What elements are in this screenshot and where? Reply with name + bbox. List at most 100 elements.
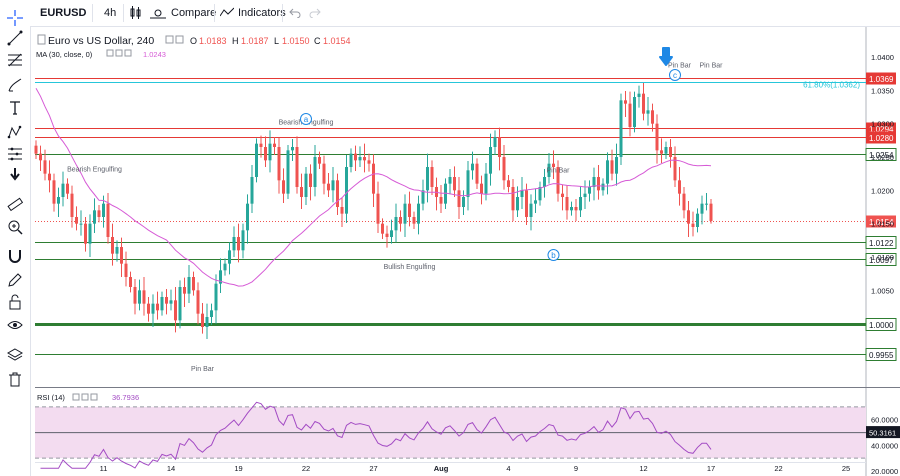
candle-body [138,290,141,304]
candle-body [210,310,213,317]
wave-label-marker [547,249,560,261]
candle-body [187,277,191,294]
candle-body [565,197,569,211]
chart-type-button[interactable] [130,0,142,26]
time-tick-label: 22 [302,464,310,473]
candle-body [322,163,326,184]
candle-body [664,147,668,154]
candle-body [417,203,420,224]
eye-icon [7,321,23,329]
forecast-tool[interactable] [5,144,25,164]
candle-body [448,177,452,184]
arrow-tool[interactable] [5,164,25,184]
rsi-line [40,401,712,469]
redo-icon [309,8,321,18]
fib-level-label: 61.80%(1.0362) [803,81,860,90]
price-tick-label: 1.0200 [871,186,894,195]
trendline-tool[interactable] [5,28,25,48]
compare-icon [150,9,166,19]
pattern-tool[interactable] [5,122,25,142]
candle-body [237,237,240,251]
last-price-badge [866,215,896,228]
chart-title: Euro vs US Dollar, 240 [48,35,154,47]
candle-body [169,300,173,304]
candle-body [646,110,650,114]
candle-body [624,100,627,104]
candle-body [309,173,312,187]
price-tick-label: 1.0350 [871,86,894,95]
wave-label: c [673,71,677,80]
candle-body [88,223,92,244]
redo-button[interactable] [309,0,321,26]
interval-label: 4h [104,7,117,19]
candle-body [597,177,600,191]
candle-body [286,150,290,194]
candle-body [529,203,533,217]
lock-tool[interactable] [5,292,25,312]
magnet-tool[interactable] [5,246,25,266]
candle-body [178,287,182,321]
undo-button[interactable] [289,0,301,26]
stay-drawing-tool[interactable] [5,270,25,290]
rsi-settings-icon [81,393,89,401]
trash-icon [9,372,21,387]
level-badge [865,236,897,249]
object-tree-tool[interactable] [5,345,25,365]
candle-body [583,193,587,197]
close-label: C [314,36,321,46]
candle-body [394,217,398,231]
candle-body [669,147,672,157]
candle-body [484,173,488,194]
level-badge-label: 1.0122 [869,239,894,248]
wave-label: b [551,251,556,260]
candle-body [345,167,348,214]
interval-button[interactable]: 4h [104,0,116,26]
brush-tool[interactable] [5,75,25,95]
candle-body [133,287,137,304]
symbol-search[interactable]: EURUSD [40,0,86,26]
level-badge-label: 1.0000 [869,321,894,330]
symbol-label: EURUSD [40,7,87,19]
crosshair-tool[interactable] [5,8,25,28]
candle-body [354,153,357,161]
candle-body [84,223,87,244]
zoom-tool[interactable] [5,217,25,237]
top-toolbar: EURUSD 4h Compare Indicators [0,0,900,27]
candle-body [628,103,632,127]
arrow-down-marker [659,47,673,66]
candle-body [678,180,681,194]
candle-body [331,180,335,191]
candle-body [457,190,461,207]
candle-body [507,180,510,187]
pattern-annotation: Bullish Engulfing [384,264,436,271]
rsi-mid-label: 50.3161 [869,429,896,438]
compare-button[interactable]: Compare [150,0,216,26]
candle-body [214,283,218,311]
wave-label-marker [669,69,681,81]
candle-body [574,207,578,211]
candle-body [660,150,663,154]
candle-body [165,297,168,304]
candle-body [241,230,245,251]
candle-body [408,203,411,217]
price-tick-label: 1.0400 [871,53,894,62]
candle-body [606,160,609,184]
indicators-button[interactable]: Indicators [220,0,286,26]
ma-legend-label: MA (30, close, 0) [36,50,93,59]
ma-settings-icon [115,49,123,57]
candle-body [183,287,186,294]
candle-body [97,210,101,217]
crosshair-icon [7,10,23,26]
candle-body [390,230,393,237]
measure-tool[interactable] [5,194,25,214]
candle-body [61,183,65,197]
remove-drawings-tool[interactable] [5,369,25,389]
visibility-tool[interactable] [5,315,25,335]
fib-tool[interactable] [5,50,25,70]
text-tool[interactable] [5,98,25,118]
candle-body [75,217,78,224]
pencil-lock-icon [8,273,22,287]
legend-settings-icon [175,35,184,44]
moving-average-line [35,88,712,287]
